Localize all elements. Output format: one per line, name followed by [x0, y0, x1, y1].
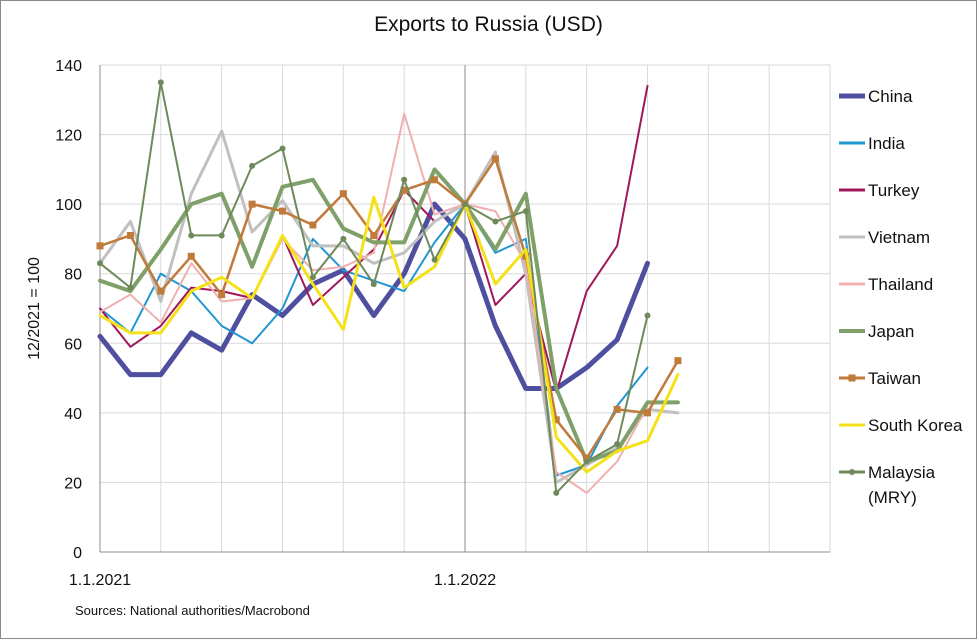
data-point-taiwan — [613, 405, 621, 413]
series-line-south-korea — [98, 195, 680, 474]
data-point-malaysia-mry — [279, 145, 286, 152]
y-tick-label: 140 — [55, 58, 82, 75]
data-point-malaysia-mry — [309, 274, 316, 281]
legend-label: (MRY) — [868, 488, 917, 507]
data-point-taiwan — [248, 200, 256, 208]
data-point-malaysia-mry — [583, 458, 590, 465]
data-point-malaysia-mry — [340, 235, 347, 242]
data-point-taiwan — [157, 287, 165, 295]
data-point-malaysia-mry — [401, 176, 408, 183]
data-point-taiwan — [96, 242, 104, 250]
data-point-malaysia-mry — [188, 232, 195, 239]
data-point-taiwan — [309, 221, 317, 229]
data-point-malaysia-mry — [249, 162, 256, 169]
data-point-taiwan — [126, 231, 134, 239]
y-tick-label: 80 — [64, 267, 82, 284]
legend-label: Malaysia — [868, 463, 936, 482]
data-point-malaysia-mry — [218, 232, 225, 239]
chart-title: Exports to Russia (USD) — [374, 13, 603, 36]
series-line-india — [99, 203, 649, 477]
data-point-taiwan — [218, 291, 226, 299]
y-tick-label: 60 — [64, 336, 82, 353]
data-point-taiwan — [552, 416, 560, 424]
legend-label: Turkey — [868, 181, 920, 200]
data-point-malaysia-mry — [614, 441, 621, 448]
x-tick-label: 1.1.2021 — [69, 572, 131, 589]
data-point-taiwan — [370, 231, 378, 239]
y-tick-label: 20 — [64, 475, 82, 492]
source-note: Sources: National authorities/Macrobond — [75, 603, 310, 618]
data-point-taiwan — [400, 186, 408, 194]
data-point-malaysia-mry — [157, 79, 164, 86]
series-line-thailand — [99, 112, 649, 494]
data-point-malaysia-mry — [127, 284, 134, 291]
data-point-taiwan — [491, 155, 499, 163]
data-point-malaysia-mry — [97, 260, 103, 267]
legend-label: Japan — [868, 322, 914, 341]
data-point-taiwan — [431, 176, 439, 184]
legend-label: China — [868, 87, 913, 106]
data-point-malaysia-mry — [370, 281, 377, 288]
legend-marker — [849, 469, 855, 475]
y-axis-label: 12/2021 = 100 — [26, 257, 43, 360]
data-point-malaysia-mry — [492, 218, 499, 225]
y-tick-label: 0 — [73, 545, 82, 562]
legend-label: Thailand — [868, 275, 933, 294]
data-point-malaysia-mry — [522, 208, 529, 215]
y-tick-label: 120 — [55, 128, 82, 145]
data-point-malaysia-mry — [644, 312, 651, 319]
data-point-taiwan — [644, 409, 651, 417]
legend-marker — [848, 374, 856, 382]
data-point-taiwan — [279, 207, 286, 215]
data-point-malaysia-mry — [431, 256, 438, 263]
legend-label: India — [868, 134, 905, 153]
data-point-taiwan — [674, 357, 682, 365]
legend-label: South Korea — [868, 416, 963, 435]
y-tick-label: 100 — [55, 197, 82, 214]
legend-label: Vietnam — [868, 228, 930, 247]
data-point-taiwan — [583, 454, 591, 462]
data-point-malaysia-mry — [462, 201, 468, 208]
legend-label: Taiwan — [868, 369, 921, 388]
series-line-taiwan — [98, 157, 680, 460]
data-point-taiwan — [339, 190, 347, 198]
data-point-malaysia-mry — [553, 489, 560, 496]
y-tick-label: 40 — [64, 406, 82, 423]
data-point-taiwan — [187, 252, 195, 260]
x-tick-label: 1.1.2022 — [434, 572, 496, 589]
